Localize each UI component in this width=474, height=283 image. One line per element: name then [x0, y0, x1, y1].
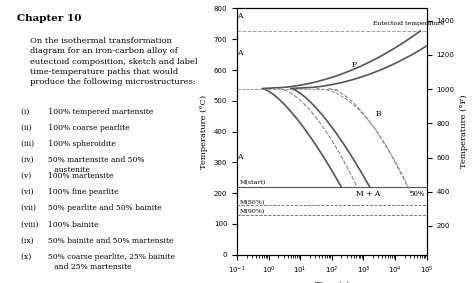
Text: (iii)      100% spheroidite: (iii) 100% spheroidite	[21, 140, 116, 148]
Text: M(90%): M(90%)	[239, 209, 265, 214]
Text: On the isothermal transformation
diagram for an iron-carbon alloy of
eutectoid c: On the isothermal transformation diagram…	[30, 37, 198, 86]
Text: A: A	[237, 49, 242, 57]
Text: (ii)       100% coarse pearlite: (ii) 100% coarse pearlite	[21, 124, 130, 132]
Text: (x)       50% coarse pearlite, 25% bainite
              and 25% martensite: (x) 50% coarse pearlite, 25% bainite and…	[21, 253, 175, 271]
Text: A: A	[237, 153, 242, 161]
Text: B: B	[376, 110, 381, 118]
Y-axis label: Temperature (°C): Temperature (°C)	[200, 95, 208, 169]
Text: 50%: 50%	[409, 190, 425, 198]
Text: (iv)      50% martensite and 50%
              austenite: (iv) 50% martensite and 50% austenite	[21, 156, 145, 174]
Text: (vii)     50% pearlite and 50% bainite: (vii) 50% pearlite and 50% bainite	[21, 204, 162, 212]
Text: (i)        100% tempered martensite: (i) 100% tempered martensite	[21, 108, 154, 115]
Text: (vi)      100% fine pearlite: (vi) 100% fine pearlite	[21, 188, 119, 196]
Text: (viii)    100% bainite: (viii) 100% bainite	[21, 220, 99, 228]
Text: A: A	[237, 12, 242, 20]
Text: M + A: M + A	[356, 190, 381, 198]
Text: P: P	[351, 61, 356, 69]
X-axis label: Time (s): Time (s)	[315, 281, 349, 283]
Text: M(50%): M(50%)	[239, 200, 265, 205]
Text: Chapter 10: Chapter 10	[17, 14, 82, 23]
Text: (v)       100% martensite: (v) 100% martensite	[21, 172, 114, 180]
Text: Eutectoid temperature: Eutectoid temperature	[373, 22, 444, 26]
Text: M(start): M(start)	[239, 180, 266, 186]
Y-axis label: Temperature (°F): Temperature (°F)	[460, 95, 468, 168]
Text: (ix)      50% bainite and 50% martensite: (ix) 50% bainite and 50% martensite	[21, 237, 174, 245]
